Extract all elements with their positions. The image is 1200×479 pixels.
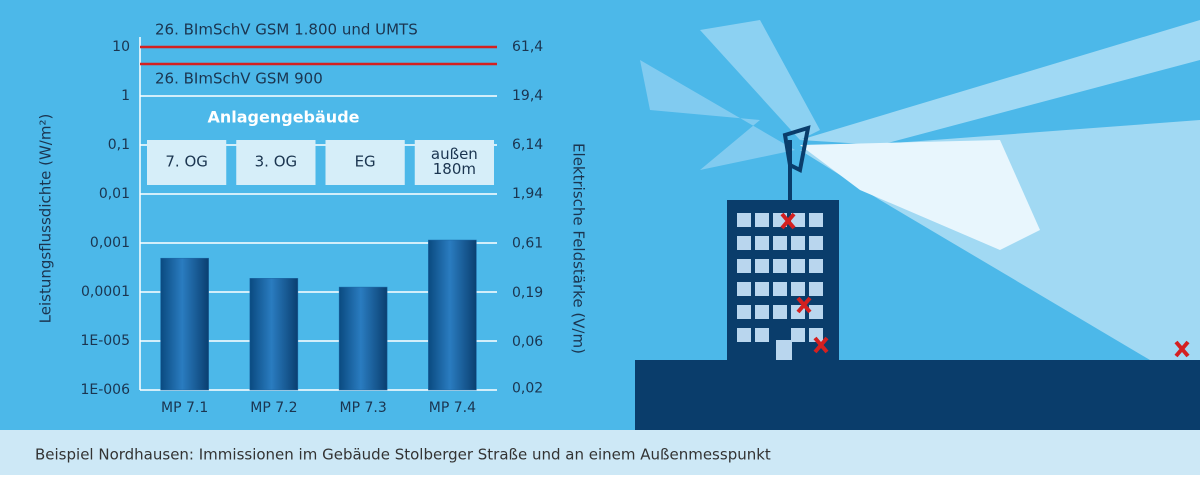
window — [737, 236, 751, 250]
caption: Beispiel Nordhausen: Immissionen im Gebä… — [35, 446, 771, 464]
y-tick-label: 1 — [121, 88, 130, 104]
y-tick-label: 0,001 — [90, 235, 130, 251]
window — [773, 259, 787, 273]
location-label: EG — [355, 153, 376, 171]
y-tick-label: 0,1 — [108, 137, 130, 153]
window — [755, 282, 769, 296]
window — [809, 328, 823, 342]
window — [737, 259, 751, 273]
window — [809, 259, 823, 273]
y-tick-label: 0,0001 — [81, 284, 130, 300]
x-tick-label: MP 7.4 — [429, 400, 476, 416]
window — [755, 305, 769, 319]
bar — [428, 239, 477, 391]
location-label: 180m — [433, 160, 476, 178]
window — [755, 236, 769, 250]
y2-axis-label: Elektrische Feldstärke (V/m) — [570, 143, 588, 354]
y2-tick-label: 19,4 — [512, 88, 543, 104]
y2-tick-label: 1,94 — [512, 186, 543, 202]
window — [737, 328, 751, 342]
y-tick-label: 1E-006 — [80, 382, 130, 398]
window — [737, 305, 751, 319]
window — [791, 328, 805, 342]
window — [755, 259, 769, 273]
x-tick-label: MP 7.1 — [161, 400, 208, 416]
window — [791, 236, 805, 250]
location-label: 3. OG — [255, 153, 298, 171]
bar — [160, 257, 209, 391]
bar — [249, 278, 299, 391]
location-label: außen — [431, 145, 478, 163]
window — [809, 282, 823, 296]
window — [809, 213, 823, 227]
window — [737, 282, 751, 296]
location-box — [414, 140, 494, 185]
illustration — [635, 20, 1200, 430]
y-tick-label: 10 — [112, 39, 130, 55]
bar — [338, 286, 388, 391]
location-box — [325, 140, 405, 185]
location-title: Anlagengebäude — [208, 108, 360, 127]
y-axis-label: Leistungsflussdichte (W/m²) — [37, 114, 55, 324]
limit-label: 26. BImSchV GSM 900 — [155, 69, 323, 87]
y2-tick-label: 6,14 — [512, 137, 543, 153]
y2-tick-label: 0,06 — [512, 334, 543, 350]
window — [755, 213, 769, 227]
window — [755, 328, 769, 342]
location-box — [147, 140, 227, 185]
window — [791, 213, 805, 227]
y2-tick-label: 0,02 — [512, 381, 543, 397]
window — [809, 236, 823, 250]
window — [809, 305, 823, 319]
y-tick-label: 0,01 — [99, 186, 130, 202]
window — [773, 305, 787, 319]
limit-label: 26. BImSchV GSM 1.800 und UMTS — [155, 21, 418, 39]
window — [791, 282, 805, 296]
x-tick-label: MP 7.2 — [250, 400, 297, 416]
window — [773, 236, 787, 250]
y2-tick-label: 61,4 — [512, 39, 543, 55]
location-box — [236, 140, 316, 185]
window — [737, 213, 751, 227]
location-label: 7. OG — [165, 153, 208, 171]
y2-tick-label: 0,19 — [512, 285, 543, 301]
y2-tick-label: 0,61 — [512, 235, 543, 251]
window — [773, 282, 787, 296]
y-tick-label: 1E-005 — [80, 333, 130, 349]
window — [791, 259, 805, 273]
caption-band — [0, 430, 1200, 475]
x-tick-label: MP 7.3 — [340, 400, 387, 416]
